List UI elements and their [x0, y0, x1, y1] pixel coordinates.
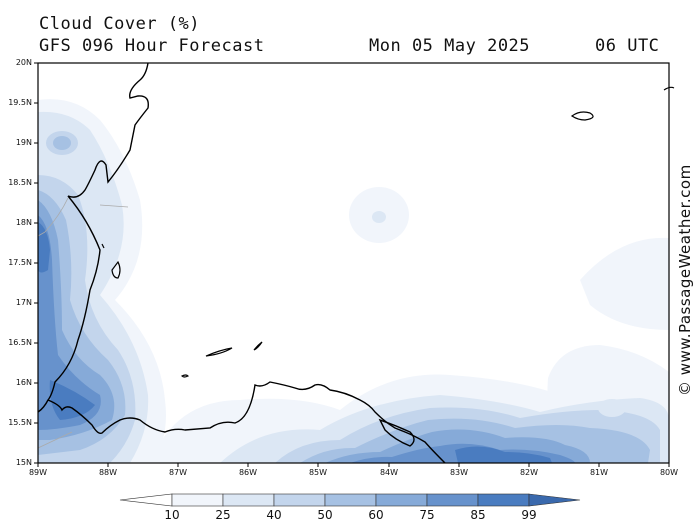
legend-bar	[119, 493, 581, 507]
forecast-label: GFS 096 Hour Forecast	[39, 36, 265, 56]
lon-label: 81W	[589, 468, 609, 477]
lat-label: 18N	[15, 218, 32, 227]
lon-label: 80W	[659, 468, 679, 477]
lat-label: 15N	[15, 458, 32, 467]
lat-label: 17.5N	[8, 258, 32, 267]
forecast-date: Mon 05 May 2025	[369, 36, 531, 56]
legend-swatch-2	[222, 493, 275, 507]
lon-label: 89W	[28, 468, 48, 477]
cloud-contours	[38, 99, 669, 463]
legend-swatch-1	[171, 493, 224, 507]
legend-label: 50	[317, 508, 333, 522]
lon-label: 83W	[449, 468, 469, 477]
lat-label: 16.5N	[8, 338, 32, 347]
legend-swatch-0	[119, 493, 173, 507]
legend-label: 75	[419, 508, 435, 522]
legend-swatch-4	[324, 493, 377, 507]
legend-swatch-7	[477, 493, 530, 507]
legend-label: 99	[521, 508, 537, 522]
lon-label: 85W	[308, 468, 328, 477]
axis-ticks	[34, 62, 670, 467]
credit-text: © www.PassageWeather.com	[676, 164, 694, 396]
lon-label: 84W	[379, 468, 399, 477]
legend-label: 40	[266, 508, 282, 522]
legend-label: 25	[215, 508, 231, 522]
border-lines	[37, 197, 129, 449]
legend-swatch-5	[375, 493, 428, 507]
lat-label: 17N	[15, 298, 32, 307]
lat-label: 15.5N	[8, 418, 32, 427]
legend-label: 60	[368, 508, 384, 522]
lat-label: 19N	[15, 138, 32, 147]
lat-label: 16N	[15, 378, 32, 387]
lon-label: 87W	[168, 468, 188, 477]
legend-swatch-8	[528, 493, 581, 507]
islands	[101, 86, 675, 378]
lon-label: 88W	[98, 468, 118, 477]
lat-label: 19.5N	[8, 98, 32, 107]
legend-label: 85	[470, 508, 486, 522]
legend-swatch-3	[273, 493, 326, 507]
forecast-time: 06 UTC	[595, 36, 660, 56]
map-title: Cloud Cover (%)	[39, 14, 201, 34]
coastline	[38, 63, 446, 463]
lat-label: 20N	[15, 58, 32, 67]
lon-label: 82W	[519, 468, 539, 477]
lon-label: 86W	[238, 468, 258, 477]
legend-swatch-6	[426, 493, 479, 507]
legend-label: 10	[164, 508, 180, 522]
lat-label: 18.5N	[8, 178, 32, 187]
